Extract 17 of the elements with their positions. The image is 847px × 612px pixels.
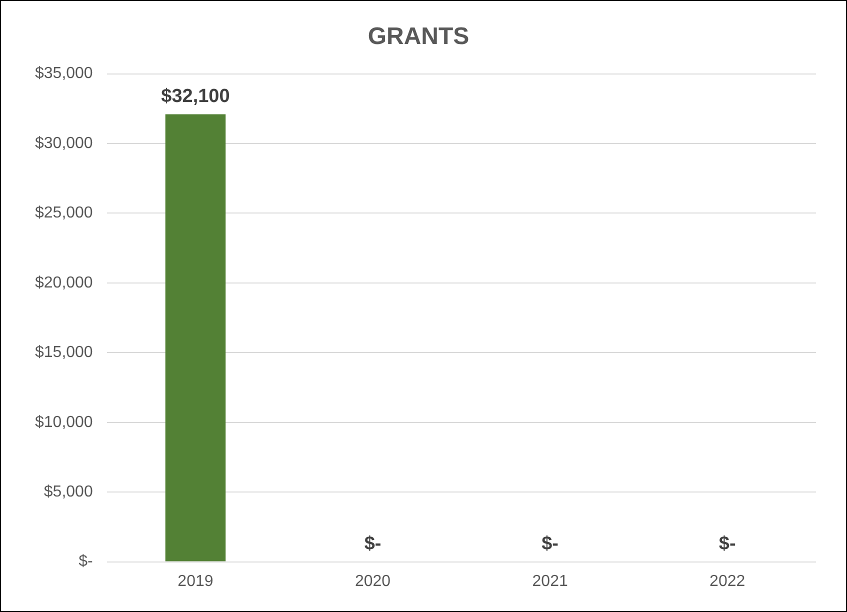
x-tick-label: 2021	[532, 572, 568, 590]
x-tick-label: 2019	[178, 572, 214, 590]
y-tick-label: $25,000	[34, 204, 93, 222]
y-tick-label: $15,000	[34, 344, 93, 362]
y-tick-label: $35,000	[34, 65, 93, 82]
y-tick-label: $10,000	[34, 414, 93, 431]
x-tick-label: 2020	[354, 572, 391, 590]
data-label: $-	[542, 534, 559, 555]
data-label: $-	[718, 534, 736, 555]
y-tick-label: $-	[78, 553, 93, 570]
chart-title: GRANTS	[368, 23, 470, 50]
y-tick-label: $20,000	[34, 274, 93, 292]
x-tick-label: 2022	[710, 572, 746, 590]
data-label: $-	[364, 534, 382, 555]
y-tick-label: $5,000	[44, 483, 93, 500]
y-tick-label: $30,000	[34, 134, 93, 152]
data-label: $32,100	[161, 86, 230, 107]
